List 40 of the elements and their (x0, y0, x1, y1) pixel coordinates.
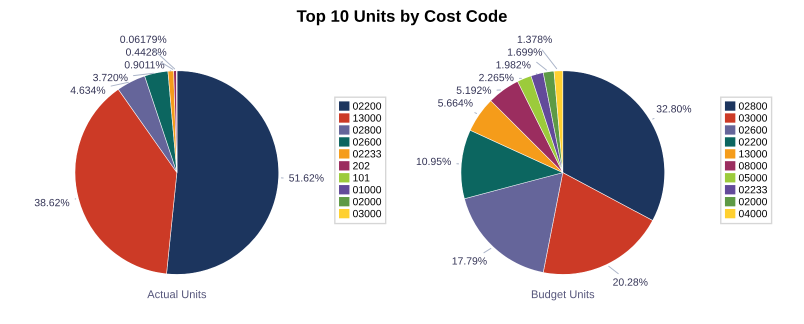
legend-label: 02233 (352, 150, 382, 158)
data-label: 5.192% (456, 86, 492, 94)
chart-title: Top 10 Units by Cost Code (296, 10, 507, 26)
legend-label: 08000 (738, 162, 768, 170)
data-label: 4.634% (70, 86, 106, 94)
data-label: 38.62% (34, 198, 70, 206)
legend-label: 01000 (352, 186, 382, 194)
data-label: 1.699% (508, 48, 542, 56)
legend-label: 13000 (739, 150, 768, 158)
data-label: 5.664% (438, 99, 473, 107)
data-label: 0.06179% (120, 36, 166, 44)
text: Actual Units (147, 290, 206, 298)
legend-label: 02000 (738, 198, 768, 206)
data-label: 17.79% (452, 257, 487, 265)
legend-label: 02200 (738, 138, 768, 146)
legend-label: 02600 (738, 126, 768, 134)
data-label: 10.95% (416, 158, 451, 166)
data-label: 51.62% (289, 174, 324, 182)
legend-label: 03000 (352, 210, 382, 218)
data-label: 32.80% (656, 105, 692, 113)
legend-label: 02600 (352, 138, 382, 146)
legend-label: 03000 (738, 114, 768, 122)
legend-label: 02000 (352, 198, 382, 206)
legend-label: 04000 (738, 210, 768, 218)
data-label: 20.28% (613, 278, 648, 286)
legend-label: 13000 (353, 114, 382, 122)
legend-label: 101 (353, 174, 370, 182)
data-label: 0.9011% (124, 61, 164, 68)
data-label: 0.4428% (126, 48, 166, 56)
data-label: 1.982% (496, 61, 531, 68)
legend-label: 02800 (738, 102, 768, 110)
legend-label: 02800 (352, 126, 382, 134)
legend-label: 02200 (352, 102, 382, 110)
data-label: 2.265% (479, 74, 514, 82)
data-label: 1.378% (518, 36, 552, 44)
text: Budget Units (532, 290, 594, 300)
legend-label: 02233 (738, 186, 767, 194)
data-label: 3.720% (93, 74, 128, 82)
legend-label: 05000 (738, 174, 768, 182)
legend-label: 202 (353, 162, 370, 170)
